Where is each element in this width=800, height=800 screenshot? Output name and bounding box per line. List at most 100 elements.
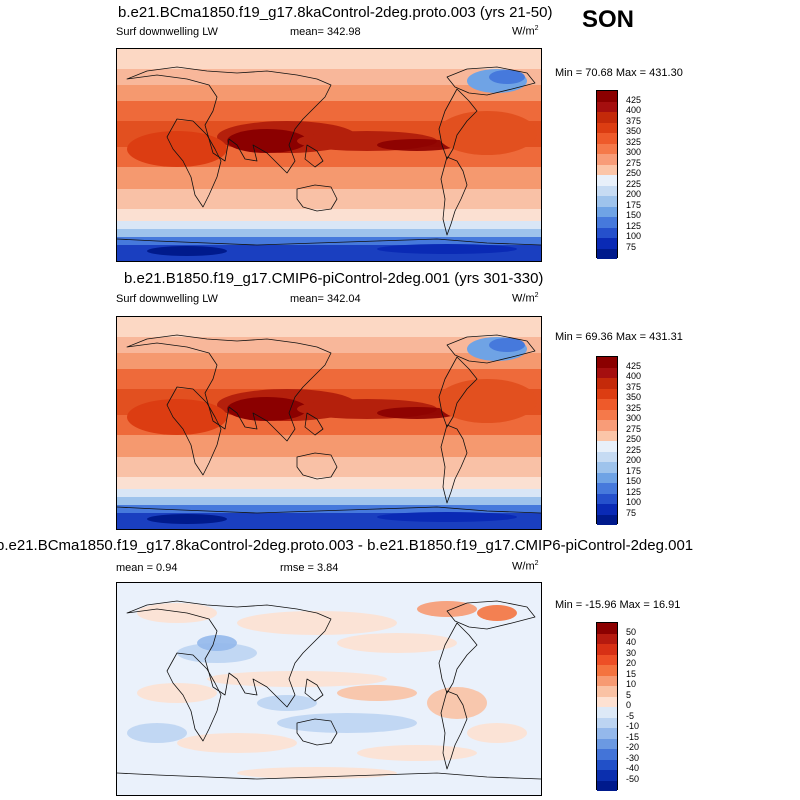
colorbar-tick-label: 275 [626, 157, 642, 168]
colorbar-tick-label: 15 [626, 668, 637, 679]
colorbar-tick-label: 225 [626, 444, 642, 455]
colorbar-tick-label: 125 [626, 220, 642, 231]
panel2-map [116, 316, 542, 530]
colorbar-swatch [597, 367, 617, 378]
colorbar-swatch [597, 644, 617, 655]
colorbar-swatch [597, 696, 617, 707]
colorbar-swatch [597, 388, 617, 399]
panel2-variable-label: Surf downwelling LW [116, 293, 218, 305]
panel2-map-svg [117, 317, 541, 529]
panel3-units: W/m2 [512, 560, 539, 573]
colorbar-tick-label: 5 [626, 689, 632, 700]
panel1-colorbar: 425 400 375 350 325 300 275 250 225 200 175 150 125 1… [596, 90, 656, 259]
panel1-minmax: Min = 70.68 Max = 431.30 [555, 67, 683, 79]
colorbar-tick-label: 325 [626, 402, 642, 413]
colorbar-tick-label: 50 [626, 626, 637, 637]
colorbar-swatch [597, 154, 617, 165]
colorbar-swatch [597, 133, 617, 144]
colorbar-tick-label: 0 [626, 700, 632, 710]
colorbar-swatch [597, 633, 617, 644]
colorbar-swatch [597, 357, 617, 368]
colorbar-swatch [597, 409, 617, 420]
colorbar-swatch [597, 238, 617, 249]
colorbar-tick-label: 225 [626, 178, 642, 189]
panel1-variable-label: Surf downwelling LW [116, 26, 218, 38]
colorbar-swatch [597, 91, 617, 102]
colorbar-swatch [597, 675, 617, 686]
colorbar-tick-label: -50 [626, 773, 640, 784]
panel1-map [116, 48, 542, 262]
colorbar-swatch [597, 430, 617, 441]
colorbar-swatch [597, 378, 617, 389]
colorbar-tick-label: 400 [626, 371, 642, 381]
colorbar-swatch [597, 623, 617, 634]
colorbar-tick-label: 30 [626, 647, 637, 658]
colorbar-tick-label: 10 [626, 679, 637, 689]
colorbar-tick-label: -15 [626, 731, 640, 742]
panel3-map-svg [117, 583, 541, 795]
colorbar-box [596, 356, 618, 525]
panel1-title: b.e21.BCma1850.f19_g17.8kaControl-2deg.p… [118, 4, 553, 21]
colorbar-swatch [597, 749, 617, 760]
colorbar-swatch [597, 175, 617, 186]
colorbar-swatch [597, 654, 617, 665]
colorbar-swatch [597, 472, 617, 483]
colorbar-tick-label: 400 [626, 105, 642, 115]
panel1-map-svg [117, 49, 541, 261]
colorbar-swatch [597, 707, 617, 718]
colorbar-tick-label: 20 [626, 658, 637, 668]
colorbar-swatch [597, 665, 617, 676]
panel3-mean-label: mean = 0.94 [116, 562, 178, 574]
colorbar-swatch [597, 738, 617, 749]
colorbar-swatch [597, 483, 617, 494]
colorbar-swatch [597, 759, 617, 770]
colorbar-tick-label: -5 [626, 710, 635, 721]
colorbar-swatch [597, 185, 617, 196]
colorbar-swatch [597, 420, 617, 431]
colorbar-swatch [597, 770, 617, 781]
colorbar-tick-label: 375 [626, 115, 642, 126]
colorbar-tick-label: 200 [626, 189, 642, 199]
colorbar-tick-label: -40 [626, 763, 640, 773]
colorbar-tick-label: -20 [626, 742, 640, 752]
colorbar-tick-label: 150 [626, 210, 642, 220]
panel2-mean-label: mean= 342.04 [290, 293, 361, 305]
colorbar-tick-label: 75 [626, 507, 637, 518]
colorbar-tick-label: 300 [626, 413, 642, 423]
colorbar-tick-label: 125 [626, 486, 642, 497]
colorbar-swatch [597, 399, 617, 410]
colorbar-tick-label: -10 [626, 721, 640, 731]
panel3-title: b.e21.BCma1850.f19_g17.8kaControl-2deg.p… [0, 537, 694, 554]
colorbar-tick-label: 250 [626, 168, 642, 178]
colorbar-swatch [597, 217, 617, 228]
colorbar-swatch [597, 514, 617, 525]
colorbar-swatch [597, 164, 617, 175]
colorbar-tick-label: 300 [626, 147, 642, 157]
colorbar-swatch [597, 101, 617, 112]
colorbar-swatch [597, 780, 617, 791]
panel2-units: W/m2 [512, 292, 539, 305]
colorbar-swatch [597, 717, 617, 728]
colorbar-tick-label: 350 [626, 126, 642, 136]
panel3-minmax: Min = -15.96 Max = 16.91 [555, 599, 681, 611]
colorbar-swatch [597, 143, 617, 154]
colorbar-tick-label: 175 [626, 465, 642, 476]
colorbar-swatch [597, 504, 617, 515]
colorbar-tick-label: 325 [626, 136, 642, 147]
colorbar-tick-label: 100 [626, 497, 642, 507]
panel2-title: b.e21.B1850.f19_g17.CMIP6-piControl-2deg… [124, 270, 544, 287]
colorbar-tick-label: 150 [626, 476, 642, 486]
colorbar-swatch [597, 112, 617, 123]
colorbar-swatch [597, 728, 617, 739]
colorbar-box [596, 90, 618, 259]
colorbar-box [596, 622, 618, 791]
panel3-map [116, 582, 542, 796]
panel2-minmax: Min = 69.36 Max = 431.31 [555, 331, 683, 343]
colorbar-tick-label: 375 [626, 381, 642, 392]
panel3-rmse-label: rmse = 3.84 [280, 562, 339, 574]
panel3-colorbar: 50 40 30 20 15 10 5 0 -5 -10 -15 -20 -30 -40 -50 [596, 622, 656, 791]
colorbar-tick-label: 40 [626, 637, 637, 647]
colorbar-swatch [597, 122, 617, 133]
colorbar-tick-label: 275 [626, 423, 642, 434]
colorbar-swatch [597, 462, 617, 473]
